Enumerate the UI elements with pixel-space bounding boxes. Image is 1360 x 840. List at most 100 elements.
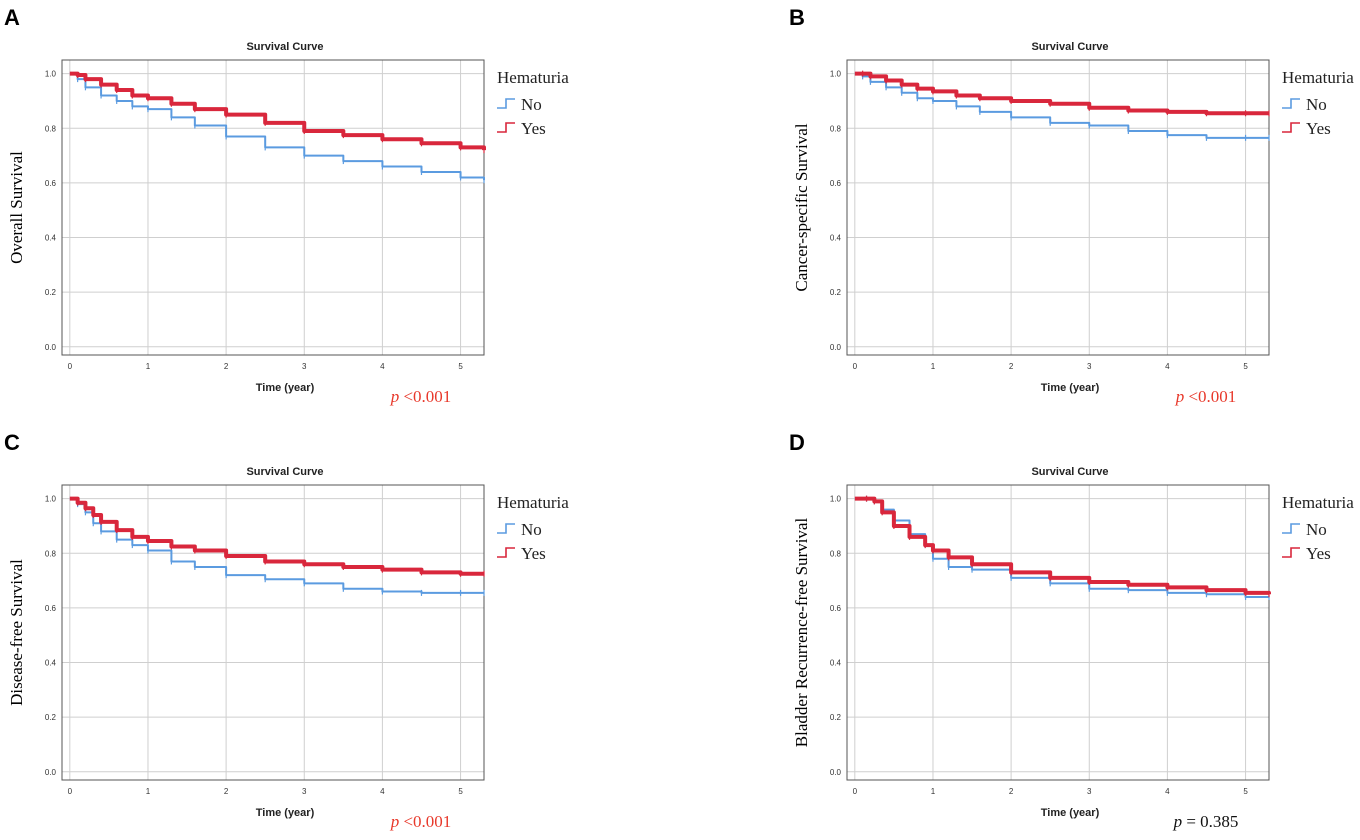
y-tick-label: 0.0 bbox=[45, 768, 57, 777]
x-tick-label: 3 bbox=[302, 362, 307, 371]
x-tick-label: 1 bbox=[146, 787, 151, 796]
plot-frame bbox=[61, 59, 485, 356]
legend-label-yes: Yes bbox=[521, 119, 546, 138]
panel-letter: B bbox=[789, 5, 805, 30]
legend-swatch-no bbox=[497, 98, 515, 109]
legend-swatch-yes bbox=[497, 547, 515, 558]
chart-a: A Survival Curve 0.0 0.2 0.4 0.6 0.8 1.0 0 1 2 3 4 5 T… bbox=[4, 5, 569, 406]
y-tick-label: 0.0 bbox=[45, 343, 57, 352]
legend-title: Hematuria bbox=[1282, 68, 1354, 87]
panel-a: A Survival Curve 0.0 0.2 0.4 0.6 0.8 1.0 0 1 2 3 4 5 T… bbox=[0, 0, 680, 415]
p-symbol: p bbox=[1175, 387, 1189, 406]
x-tick-label: 0 bbox=[68, 362, 73, 371]
legend-title: Hematuria bbox=[497, 493, 569, 512]
legend-label-no: No bbox=[1306, 520, 1327, 539]
p-value-annotation: p <0.001 bbox=[390, 387, 452, 406]
x-tick-label: 3 bbox=[1087, 787, 1092, 796]
p-value-annotation: p = 0.385 bbox=[1173, 812, 1239, 831]
x-tick-label: 3 bbox=[302, 787, 307, 796]
y-tick-label: 0.6 bbox=[45, 179, 57, 188]
y-tick-label: 0.8 bbox=[45, 124, 57, 133]
y-tick-label: 0.4 bbox=[45, 234, 57, 243]
y-tick-label: 1.0 bbox=[830, 70, 842, 79]
chart-title: Survival Curve bbox=[1031, 466, 1108, 478]
panel-d: D Survival Curve 0.0 0.2 0.4 0.6 0.8 1.0 0 1 2 3 4 5 T… bbox=[785, 425, 1360, 840]
km-curve-yes bbox=[854, 496, 1271, 595]
chart-c: C Survival Curve 0.0 0.2 0.4 0.6 0.8 1.0 0 1 2 3 4 5 T… bbox=[4, 430, 569, 831]
y-tick-label: 1.0 bbox=[45, 70, 57, 79]
x-tick-label: 5 bbox=[458, 362, 463, 371]
x-tick-label: 4 bbox=[1165, 787, 1170, 796]
x-axis-label: Time (year) bbox=[256, 807, 315, 819]
p-value: <0.001 bbox=[403, 812, 451, 831]
y-tick-label: 0.8 bbox=[830, 549, 842, 558]
y-tick-label: 0.4 bbox=[830, 659, 842, 668]
x-tick-label: 5 bbox=[1243, 362, 1248, 371]
chart-title: Survival Curve bbox=[246, 466, 323, 478]
km-curve-yes bbox=[69, 71, 486, 151]
x-tick-label: 0 bbox=[853, 362, 858, 371]
y-tick-label: 1.0 bbox=[830, 495, 842, 504]
x-axis-label: Time (year) bbox=[1041, 382, 1100, 394]
x-tick-label: 1 bbox=[931, 362, 936, 371]
p-symbol: p bbox=[390, 812, 404, 831]
panel-c: C Survival Curve 0.0 0.2 0.4 0.6 0.8 1.0 0 1 2 3 4 5 T… bbox=[0, 425, 680, 840]
x-tick-label: 3 bbox=[1087, 362, 1092, 371]
y-tick-label: 0.2 bbox=[830, 288, 842, 297]
legend-swatch-yes bbox=[497, 122, 515, 133]
p-symbol: p bbox=[390, 387, 404, 406]
legend-swatch-no bbox=[1282, 523, 1300, 534]
y-tick-label: 0.8 bbox=[830, 124, 842, 133]
x-axis-label: Time (year) bbox=[256, 382, 315, 394]
legend-label-yes: Yes bbox=[521, 544, 546, 563]
y-axis-label: Overall Survival bbox=[7, 151, 26, 264]
chart-title: Survival Curve bbox=[246, 41, 323, 53]
y-tick-label: 0.4 bbox=[830, 234, 842, 243]
chart-d: D Survival Curve 0.0 0.2 0.4 0.6 0.8 1.0 0 1 2 3 4 5 T… bbox=[789, 430, 1354, 831]
x-tick-label: 2 bbox=[224, 362, 229, 371]
plot-frame bbox=[846, 484, 1270, 781]
x-tick-label: 4 bbox=[380, 362, 385, 371]
panel-b: B Survival Curve 0.0 0.2 0.4 0.6 0.8 1.0 0 1 2 3 4 5 T… bbox=[785, 0, 1360, 415]
panel-letter: D bbox=[789, 430, 805, 455]
y-axis-label: Cancer-specific Survival bbox=[792, 123, 811, 291]
y-tick-label: 0.0 bbox=[830, 768, 842, 777]
x-tick-label: 0 bbox=[853, 787, 858, 796]
x-tick-label: 4 bbox=[1165, 362, 1170, 371]
x-tick-label: 2 bbox=[1009, 787, 1014, 796]
x-tick-label: 2 bbox=[224, 787, 229, 796]
legend-label-no: No bbox=[521, 520, 542, 539]
x-tick-label: 0 bbox=[68, 787, 73, 796]
chart-title: Survival Curve bbox=[1031, 41, 1108, 53]
km-curve-no bbox=[854, 497, 1269, 598]
y-axis-label: Bladder Recurrence-free Survival bbox=[792, 518, 811, 748]
panel-letter: A bbox=[4, 5, 20, 30]
p-symbol: p bbox=[1173, 812, 1187, 831]
legend-label-no: No bbox=[1306, 95, 1327, 114]
y-tick-label: 0.4 bbox=[45, 659, 57, 668]
x-tick-label: 1 bbox=[146, 362, 151, 371]
y-tick-label: 0.2 bbox=[45, 288, 57, 297]
p-value: = 0.385 bbox=[1186, 812, 1238, 831]
chart-b: B Survival Curve 0.0 0.2 0.4 0.6 0.8 1.0 0 1 2 3 4 5 T… bbox=[789, 5, 1354, 406]
y-tick-label: 0.2 bbox=[45, 713, 57, 722]
x-axis-label: Time (year) bbox=[1041, 807, 1100, 819]
p-value: <0.001 bbox=[1188, 387, 1236, 406]
legend-label-yes: Yes bbox=[1306, 119, 1331, 138]
x-tick-label: 4 bbox=[380, 787, 385, 796]
y-tick-label: 0.0 bbox=[830, 343, 842, 352]
plot-frame bbox=[61, 484, 485, 781]
p-value-annotation: p <0.001 bbox=[1175, 387, 1237, 406]
plot-frame bbox=[846, 59, 1270, 356]
legend-swatch-no bbox=[497, 523, 515, 534]
x-tick-label: 5 bbox=[458, 787, 463, 796]
x-tick-label: 1 bbox=[931, 787, 936, 796]
y-tick-label: 0.6 bbox=[830, 179, 842, 188]
legend-swatch-yes bbox=[1282, 122, 1300, 133]
y-tick-label: 0.6 bbox=[830, 604, 842, 613]
y-axis-label: Disease-free Survival bbox=[7, 559, 26, 706]
x-tick-label: 5 bbox=[1243, 787, 1248, 796]
p-value: <0.001 bbox=[403, 387, 451, 406]
y-tick-label: 0.6 bbox=[45, 604, 57, 613]
y-tick-label: 1.0 bbox=[45, 495, 57, 504]
